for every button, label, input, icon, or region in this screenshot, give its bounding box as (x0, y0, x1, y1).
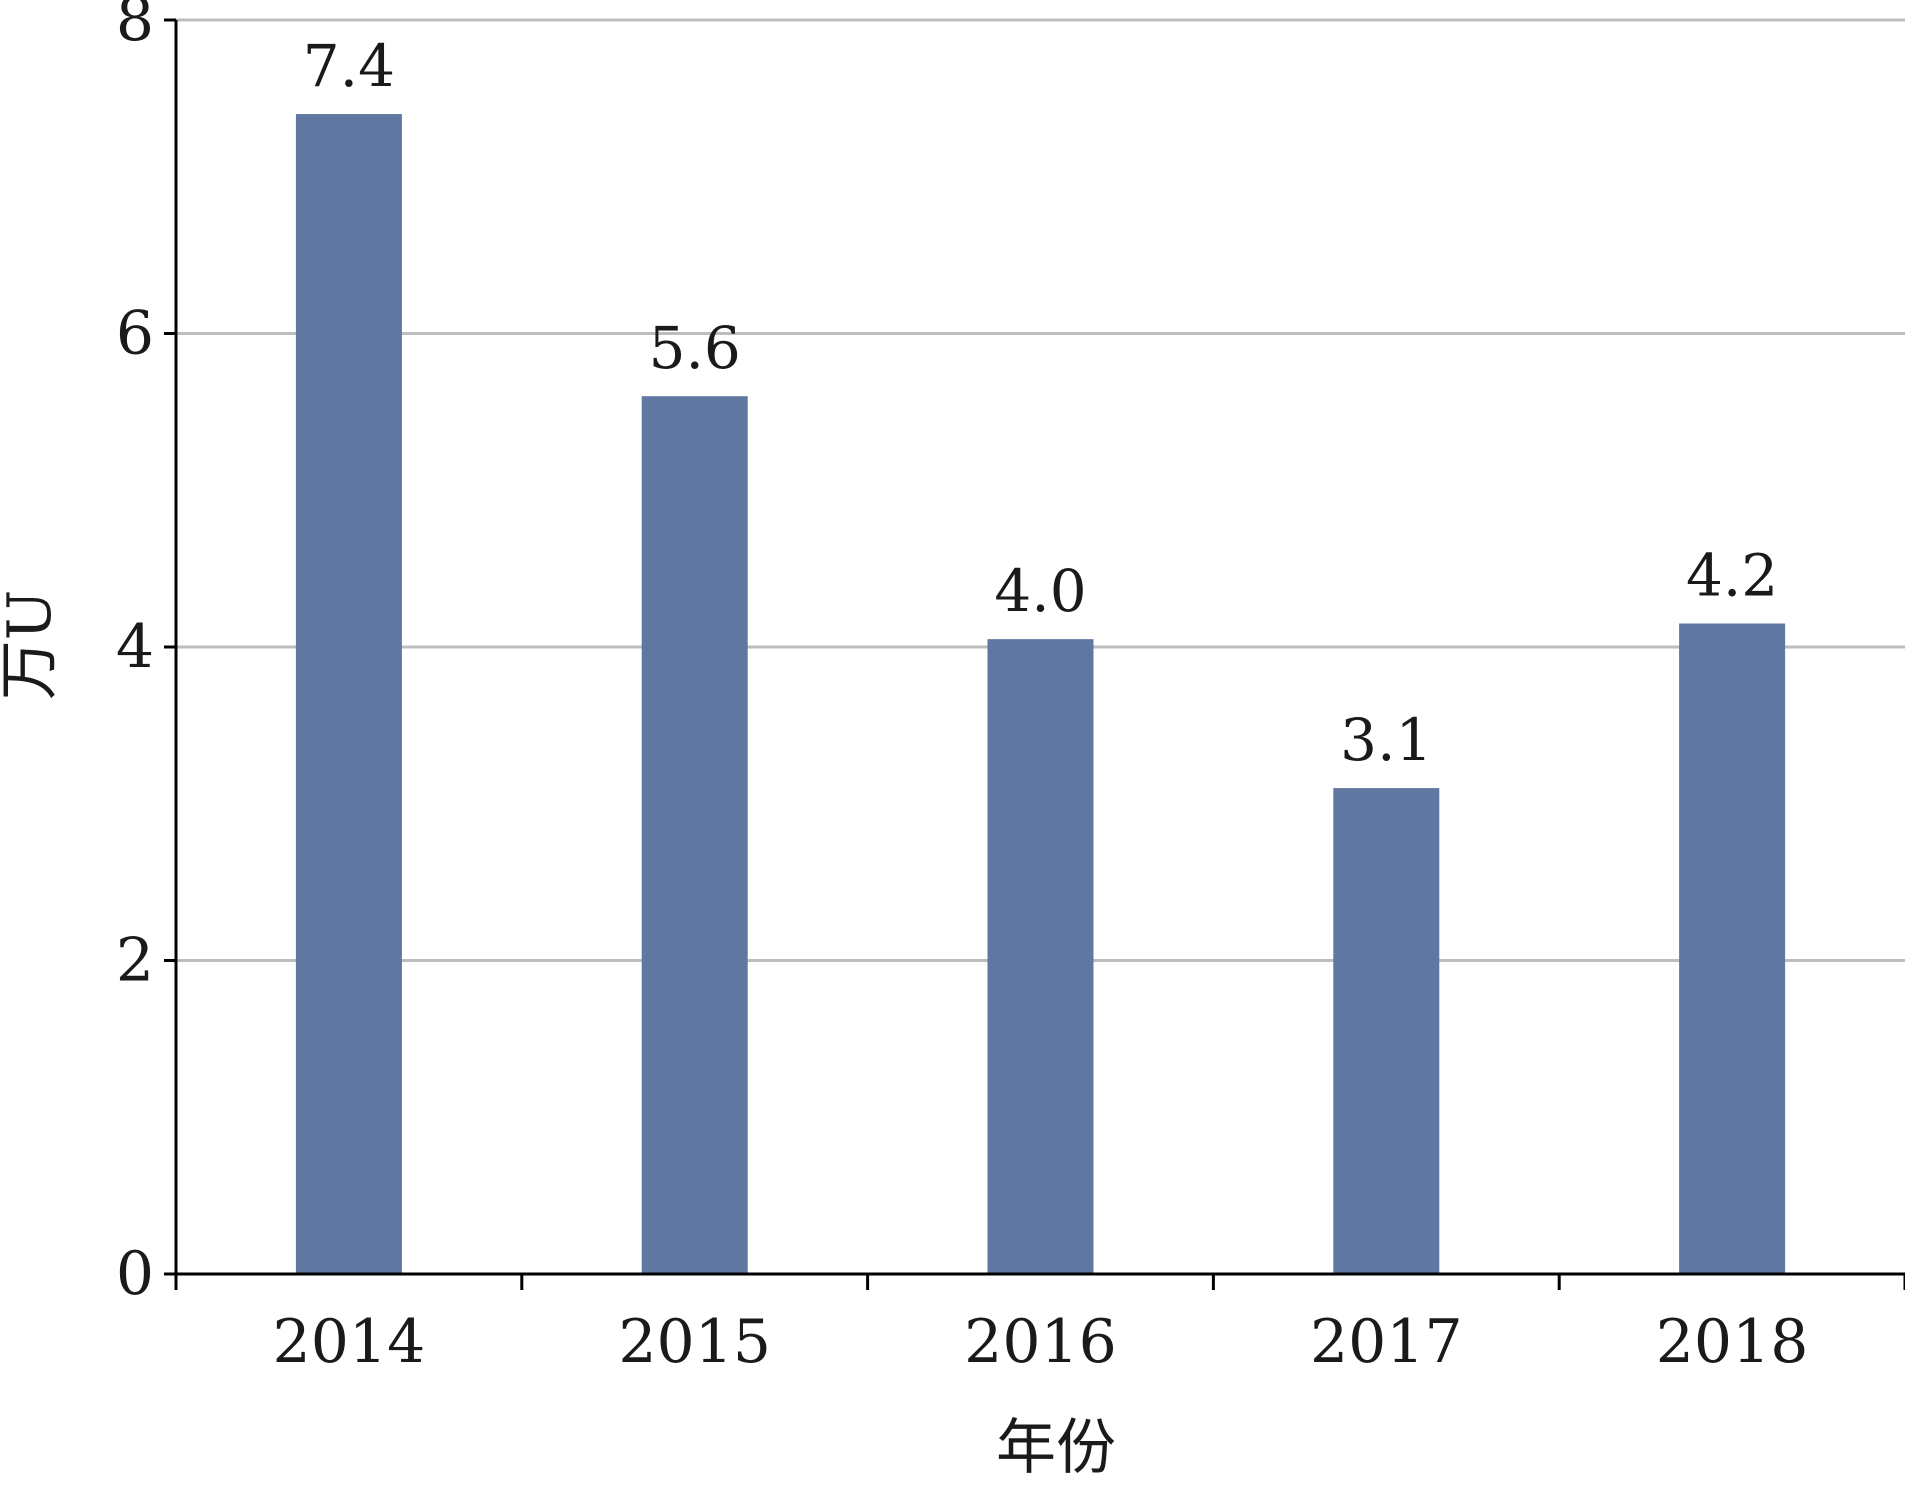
data-label-2018: 4.2 (1686, 541, 1778, 609)
y-axis-title: 万U (0, 590, 65, 701)
x-tick-label-2018: 2018 (1656, 1307, 1809, 1377)
y-tick-label-4: 4 (116, 612, 154, 682)
x-tick-label-2015: 2015 (618, 1307, 771, 1377)
bar-2018 (1679, 623, 1786, 1274)
x-tick-label-2017: 2017 (1310, 1307, 1463, 1377)
x-tick-label-2014: 2014 (273, 1307, 426, 1377)
bar-2015 (641, 396, 748, 1274)
x-tick-label-2016: 2016 (964, 1307, 1117, 1377)
x-axis-title: 年份 (996, 1413, 1116, 1480)
bars (295, 114, 1786, 1274)
y-tick-label-8: 8 (116, 0, 154, 55)
y-tick-label-0: 0 (116, 1239, 154, 1309)
data-label-2017: 3.1 (1340, 706, 1432, 774)
axes (164, 18, 1905, 1290)
data-label-2014: 7.4 (303, 32, 395, 100)
y-tick-label-6: 6 (116, 299, 154, 369)
tick-labels: 0 2 4 6 8 2014 2015 2016 2017 2018 (116, 0, 1809, 1377)
bar-2017 (1333, 788, 1440, 1274)
data-label-2015: 5.6 (649, 314, 741, 382)
y-tick-label-2: 2 (116, 926, 154, 996)
bar-2016 (987, 639, 1094, 1274)
bar-2014 (295, 114, 402, 1274)
data-label-2016: 4.0 (994, 557, 1086, 625)
data-labels: 7.4 5.6 4.0 3.1 4.2 (303, 32, 1778, 774)
